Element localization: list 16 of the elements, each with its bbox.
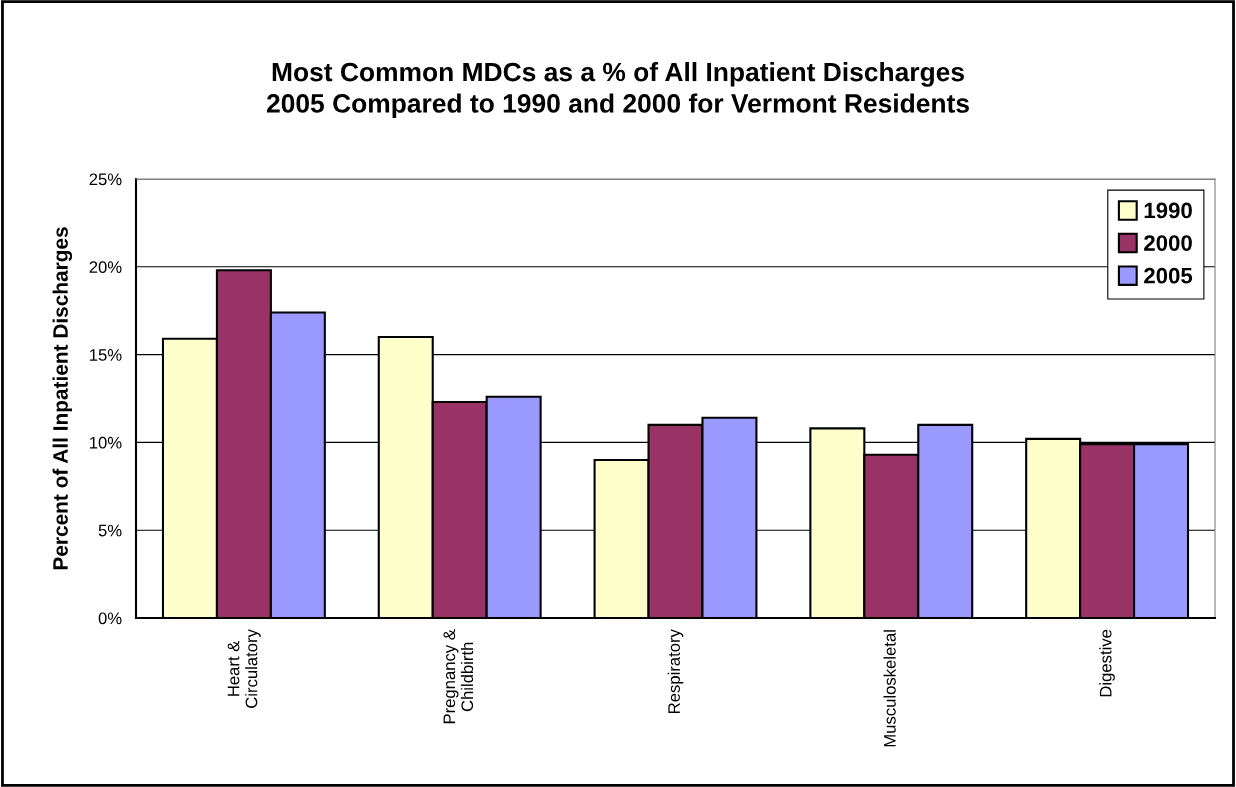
- legend-label: 2000: [1144, 235, 1192, 251]
- y-tick-label: 25%: [89, 173, 122, 186]
- legend-label: 1990: [1144, 202, 1192, 219]
- y-tick-label: 15%: [90, 349, 122, 361]
- x-tick-label: Digestive: [1099, 629, 1115, 697]
- chart-title: Most Common MDCs as a % of All Inpatient Discharges 2005 Compared to 1990 and 2000 for Vermont Residents: [266, 62, 969, 118]
- legend-label: 2005: [1144, 267, 1193, 284]
- x-tick-label: Respiratory: [667, 629, 684, 713]
- y-axis-title: Percent of All Inpatient Discharges: [52, 227, 73, 570]
- x-tick-label: Heart & Circulatory: [227, 629, 261, 708]
- y-tick-label: 0%: [98, 612, 122, 625]
- x-tick-label: Musculoskeletal: [883, 630, 896, 747]
- y-tick-label: 20%: [89, 261, 122, 273]
- y-tick-label: 5%: [98, 524, 122, 537]
- y-tick-label: 10%: [90, 436, 122, 449]
- x-tick-label: Pregnancy & Childbirth: [443, 629, 474, 724]
